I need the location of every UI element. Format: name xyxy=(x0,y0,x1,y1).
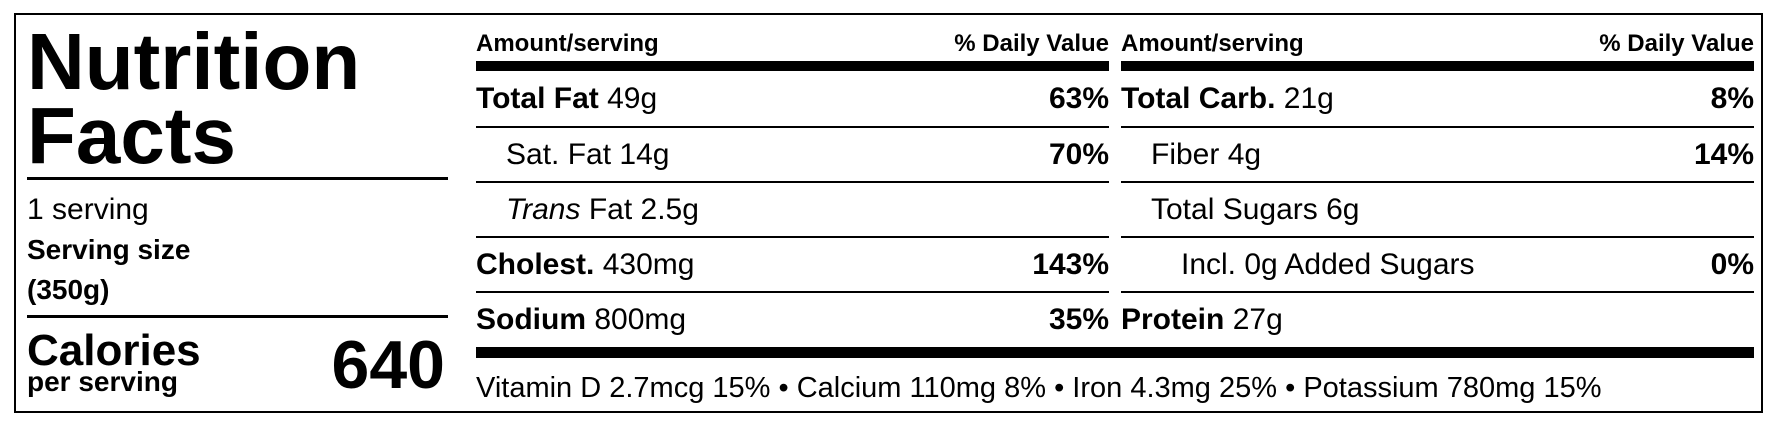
vitamin: Iron 4.3mg 25% xyxy=(1072,372,1278,404)
serving-size: (350g) xyxy=(27,274,110,305)
nutrient-amount: 14g xyxy=(619,137,670,171)
thick-bar xyxy=(1121,61,1754,71)
nutrient: Sat. Fat 14g xyxy=(476,138,669,172)
nutrient-name: Fat xyxy=(588,192,633,226)
nutrient-amount: 21g xyxy=(1283,81,1334,115)
nutrient-amount: 6g xyxy=(1326,192,1360,226)
nutrient-amount: 800mg xyxy=(594,302,687,336)
header-dv: % Daily Value xyxy=(1599,30,1754,57)
serving-size-label: Serving size xyxy=(27,234,191,265)
nutrient-column: Amount/serving % Daily Value Total Carb. 2… xyxy=(1121,29,1754,346)
nutrient: Cholest. 430mg xyxy=(476,248,694,282)
calories-value: 640 xyxy=(331,327,445,403)
nutrient: Total Carb. 21g xyxy=(1121,82,1334,116)
vitamin: Vitamin D 2.7mcg 15% xyxy=(476,372,771,404)
nutrient-name: Sat. Fat xyxy=(506,137,612,171)
nutrient: Incl. 0g Added Sugars xyxy=(1121,248,1475,282)
nutrient-name: Total Sugars xyxy=(1151,192,1318,226)
nutrient: Fiber 4g xyxy=(1121,138,1261,172)
nutrient-amount: 430mg xyxy=(602,247,695,281)
header-amount: Amount/serving xyxy=(476,30,659,57)
vitamin: Calcium 110mg 8% xyxy=(796,372,1047,404)
servings: 1 serving xyxy=(27,193,149,226)
nutrient: Total Fat 49g xyxy=(476,82,657,116)
daily-value: 63% xyxy=(1048,81,1109,115)
vitamin: Potassium 780mg 15% xyxy=(1303,372,1602,404)
nutrient: Trans Fat 2.5g xyxy=(476,193,699,227)
nutrient-name: Cholest. xyxy=(476,247,595,281)
nutrient: Protein 27g xyxy=(1121,303,1283,337)
nutrient-row: Total Sugars 6g xyxy=(1121,181,1754,236)
daily-value: 70% xyxy=(1048,137,1109,171)
nutrient-name: Fiber xyxy=(1151,137,1220,171)
nutrient: Total Sugars 6g xyxy=(1121,193,1359,227)
nutrition-label: Nutrition Facts 1 serving Serving size (… xyxy=(14,13,1763,413)
separator: • xyxy=(1285,372,1296,404)
nutrient-row: Fiber 4g 14% xyxy=(1121,126,1754,181)
column-header: Amount/serving % Daily Value xyxy=(1121,29,1754,59)
nutrient: Sodium 800mg xyxy=(476,303,686,337)
nutrient-column: Amount/serving % Daily Value Total Fat 49g… xyxy=(476,29,1109,346)
calories-sub: per serving xyxy=(27,366,178,397)
vitamins: Vitamin D 2.7mcg 15% • Calcium 110mg 8% … xyxy=(476,372,1602,405)
nutrient-name: Incl. 0g Added Sugars xyxy=(1181,247,1475,281)
calories-label: Calories xyxy=(27,326,201,375)
header-dv: % Daily Value xyxy=(954,30,1109,57)
nutrient-row: Incl. 0g Added Sugars 0% xyxy=(1121,236,1754,291)
nutrient-row: Sodium 800mg 35% xyxy=(476,291,1109,346)
nutrient-name: Total Carb. xyxy=(1121,81,1276,115)
column-header: Amount/serving % Daily Value xyxy=(476,29,1109,59)
nutrient-row: Total Carb. 21g 8% xyxy=(1121,71,1754,126)
nutrient-name: Total Fat xyxy=(476,81,599,115)
divider xyxy=(27,177,448,180)
daily-value: 35% xyxy=(1048,302,1109,336)
thick-bar xyxy=(476,61,1109,71)
nutrient-row: Total Fat 49g 63% xyxy=(476,71,1109,126)
separator: • xyxy=(1054,372,1065,404)
nutrient-amount: 2.5g xyxy=(640,192,699,226)
nutrient-italic: Trans xyxy=(506,192,581,226)
separator: • xyxy=(778,372,789,404)
nutrient-row: Cholest. 430mg 143% xyxy=(476,236,1109,291)
daily-value: 14% xyxy=(1693,137,1754,171)
nutrient-row: Sat. Fat 14g 70% xyxy=(476,126,1109,181)
nutrient-amount: 49g xyxy=(607,81,658,115)
nutrient-amount: 27g xyxy=(1232,302,1283,336)
nutrient-name: Protein xyxy=(1121,302,1225,336)
header-amount: Amount/serving xyxy=(1121,30,1304,57)
title: Nutrition Facts xyxy=(27,17,361,180)
thick-bar xyxy=(476,347,1754,358)
nutrient-amount: 4g xyxy=(1227,137,1262,171)
daily-value: 8% xyxy=(1710,81,1754,115)
nutrient-row: Protein 27g xyxy=(1121,291,1754,346)
divider xyxy=(27,315,448,318)
nutrient-row: Trans Fat 2.5g xyxy=(476,181,1109,236)
nutrient-name: Sodium xyxy=(476,302,586,336)
daily-value: 143% xyxy=(1032,247,1109,281)
daily-value: 0% xyxy=(1710,247,1754,281)
